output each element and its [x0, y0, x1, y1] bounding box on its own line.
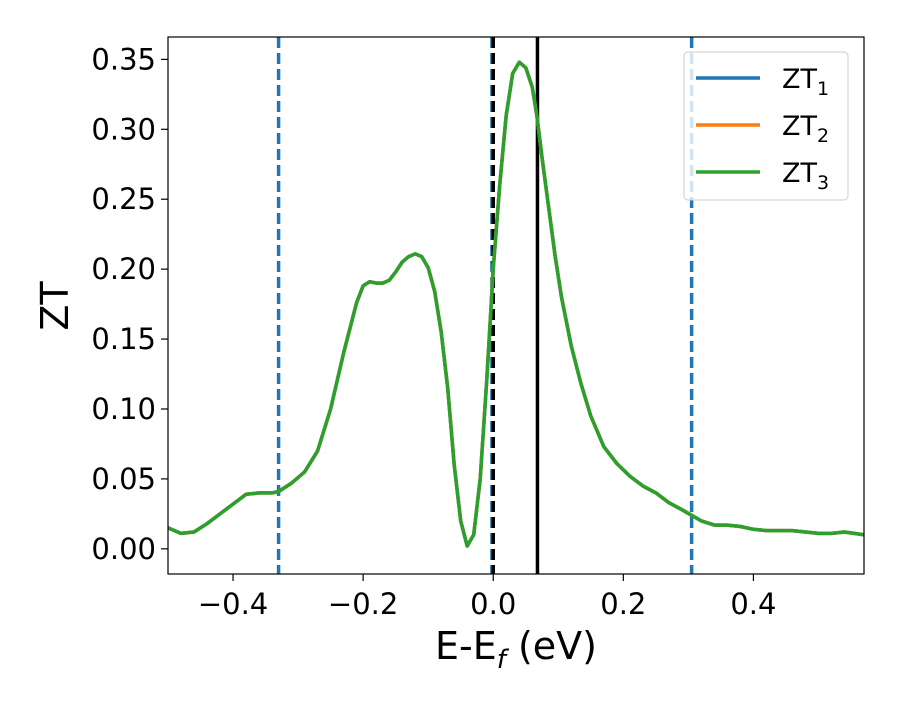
y-tick-label: 0.20: [91, 252, 156, 286]
y-axis-ticks: 0.00 0.05 0.10 0.15 0.20 0.25 0.30 0.35: [91, 42, 168, 566]
x-tick-label: 0.4: [730, 587, 776, 621]
x-axis-label: E-Ef (eV): [435, 624, 597, 675]
legend-label: ZT3: [782, 158, 829, 194]
y-axis-label: ZT: [33, 281, 77, 331]
legend-box: [683, 51, 849, 201]
legend: ZT1 ZT2 ZT3: [683, 51, 849, 201]
y-tick-label: 0.00: [91, 532, 156, 566]
y-tick-label: 0.30: [91, 112, 156, 146]
x-tick-label: −0.2: [328, 587, 398, 621]
y-tick-label: 0.05: [91, 462, 156, 496]
y-tick-label: 0.10: [91, 392, 156, 426]
x-axis-ticks: −0.4 −0.2 0.0 0.2 0.4: [198, 574, 776, 621]
x-tick-label: −0.4: [198, 587, 268, 621]
legend-label: ZT2: [782, 111, 829, 147]
y-tick-label: 0.25: [91, 182, 156, 216]
series-line-zt3: [168, 60, 864, 548]
y-tick-label: 0.15: [91, 322, 156, 356]
x-tick-label: 0.2: [600, 587, 646, 621]
y-tick-label: 0.35: [91, 42, 156, 76]
x-tick-label: 0.0: [470, 587, 516, 621]
legend-label: ZT1: [782, 64, 829, 100]
series-lines: [168, 60, 864, 548]
plot-frame: [167, 36, 865, 575]
